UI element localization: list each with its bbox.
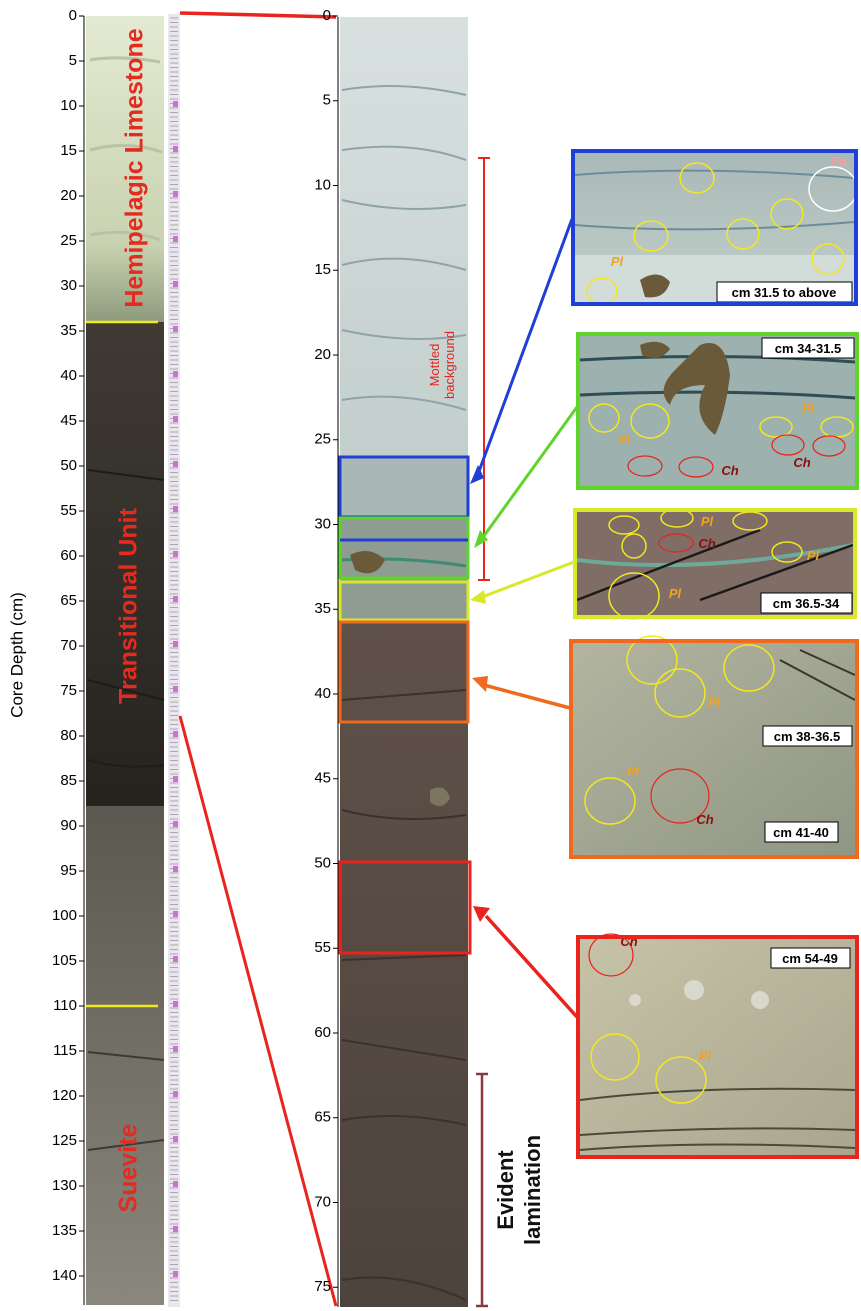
depth-axis-tick-label: 85 — [60, 772, 77, 789]
depth-axis-tick-label: 50 — [60, 457, 77, 474]
depth-axis-tick-label: 65 — [60, 592, 77, 609]
label-pl: Pl — [627, 764, 640, 779]
zoom-axis-tick-label: 40 — [314, 685, 331, 702]
label-ch: Ch — [721, 463, 738, 478]
zoom-axis-tick-label: 20 — [314, 346, 331, 363]
axis-title: Core Depth (cm) — [7, 592, 26, 718]
main-core-column: Hemipelagic Limestone Transitional Unit … — [86, 16, 165, 1305]
depth-axis-tick-label: 140 — [52, 1267, 77, 1284]
zoom-core-column — [338, 17, 472, 1307]
depth-axis-tick-label: 75 — [60, 682, 77, 699]
depth-axis-tick-label: 90 — [60, 817, 77, 834]
depth-axis: 0 5 10 15 20 25 30 35 40 45 50 55 60 65 70 75 80 85 90 95 10… — [7, 7, 85, 1305]
inset-caption-orange: cm 38-36.5 — [774, 729, 841, 744]
depth-axis-tick-label: 40 — [60, 367, 77, 384]
depth-axis-tick-label: 35 — [60, 322, 77, 339]
mottled-label-line1: Mottled — [427, 344, 442, 387]
inset-caption-blue: cm 31.5 to above — [732, 285, 837, 300]
inset-arrows — [470, 218, 579, 1019]
depth-axis-tick-label: 110 — [53, 997, 77, 1014]
zoom-axis-tick-label: 30 — [314, 515, 331, 532]
zoom-box-orange — [338, 620, 470, 724]
inset-blue: Pa Pl cm 31.5 to above — [571, 149, 858, 306]
label-pl: Pl — [701, 514, 714, 529]
inset-green: Pl Pl Ch Ch cm 34-31.5 — [576, 332, 859, 490]
unit-label-transitional: Transitional Unit — [115, 507, 143, 704]
mottled-background-bracket: Mottled background — [427, 157, 490, 581]
depth-axis-tick-label: 0 — [69, 7, 77, 24]
depth-axis-tick-label: 30 — [60, 277, 77, 294]
transitional-segment — [86, 322, 164, 806]
zoom-axis-tick-label: 15 — [314, 261, 331, 278]
label-pl: Pl — [802, 401, 815, 416]
inset-red: Ch Pl cm 54-49 — [576, 933, 859, 1159]
label-pl: Pl — [708, 695, 721, 710]
zoom-axis-tick-label: 70 — [314, 1193, 331, 1210]
inset-yellow: Pl Ch Pl Pl cm 36.5-34 — [573, 508, 857, 620]
depth-axis-tick-label: 55 — [60, 502, 77, 519]
zoom-box-yellow — [338, 580, 470, 622]
depth-axis-tick-label: 120 — [52, 1087, 77, 1104]
depth-axis-tick-label: 45 — [60, 412, 77, 429]
zoom-axis-tick-label: 35 — [314, 600, 331, 617]
zoom-axis-tick-label: 45 — [314, 770, 331, 787]
label-ch: Ch — [696, 812, 713, 827]
depth-axis-tick-label: 80 — [60, 727, 77, 744]
depth-axis-tick-label: 15 — [60, 142, 77, 159]
connector-top — [179, 11, 337, 19]
label-pl: Pl — [618, 432, 631, 447]
mottled-label-line2: background — [442, 331, 457, 399]
inset-orange: Pl Pl Ch cm 38-36.5 cm 41-40 — [569, 635, 859, 859]
depth-axis-tick-label: 5 — [69, 52, 77, 69]
depth-axis-tick-label: 130 — [52, 1177, 77, 1194]
label-pl: Pl — [807, 548, 820, 563]
connector-bottom — [178, 715, 338, 1307]
hemipelagic-segment — [86, 16, 164, 322]
depth-axis-tick-label: 10 — [60, 97, 77, 114]
unit-label-suevite: Suevite — [115, 1123, 143, 1212]
depth-axis-tick-label: 25 — [60, 232, 77, 249]
depth-axis-tick-label: 125 — [52, 1132, 77, 1149]
evident-label-line2: lamination — [520, 1135, 545, 1245]
depth-axis-tick-label: 60 — [60, 547, 77, 564]
zoom-axis-tick-label: 25 — [314, 431, 331, 448]
label-pl: Pl — [669, 586, 682, 601]
zoom-axis-tick-label: 65 — [314, 1109, 331, 1126]
zoom-axis-tick-label: 55 — [314, 939, 331, 956]
label-pa: Pa — [830, 154, 846, 169]
depth-axis-tick-label: 20 — [60, 187, 77, 204]
depth-axis-tick-label: 100 — [52, 907, 77, 924]
evident-lamination-bracket: Evident lamination — [476, 1072, 545, 1308]
zoom-axis-tick-label: 60 — [314, 1024, 331, 1041]
depth-axis-tick-label: 105 — [52, 952, 77, 969]
zoom-box-green — [338, 516, 470, 580]
label-ch: Ch — [698, 536, 715, 551]
label-pl: Pl — [611, 254, 624, 269]
measuring-ruler — [168, 14, 180, 1307]
depth-axis-tick-label: 115 — [53, 1042, 77, 1059]
zoom-axis-tick-label: 75 — [314, 1278, 331, 1295]
inset-caption-yellow: cm 36.5-34 — [773, 596, 840, 611]
inset-caption-green: cm 34-31.5 — [775, 341, 842, 356]
zoom-depth-axis: 0 5 10 15 20 25 30 35 40 45 50 55 60 65 70 75 — [314, 7, 339, 1307]
zoom-box-red — [338, 860, 472, 955]
zoom-axis-tick-label: 0 — [323, 7, 331, 24]
inset-caption-red: cm 54-49 — [782, 951, 838, 966]
label-pl: Pl — [699, 1048, 712, 1063]
label-ch: Ch — [793, 455, 810, 470]
depth-axis-tick-label: 135 — [52, 1222, 77, 1239]
inset-caption-orange-2: cm 41-40 — [773, 825, 829, 840]
depth-axis-tick-label: 70 — [60, 637, 77, 654]
evident-label-line1: Evident — [493, 1150, 518, 1230]
depth-axis-tick-label: 95 — [60, 862, 77, 879]
zoom-axis-tick-label: 10 — [314, 176, 331, 193]
zoom-axis-tick-label: 50 — [314, 854, 331, 871]
zoom-axis-tick-label: 5 — [323, 92, 331, 109]
unit-label-hemipelagic: Hemipelagic Limestone — [121, 28, 149, 307]
